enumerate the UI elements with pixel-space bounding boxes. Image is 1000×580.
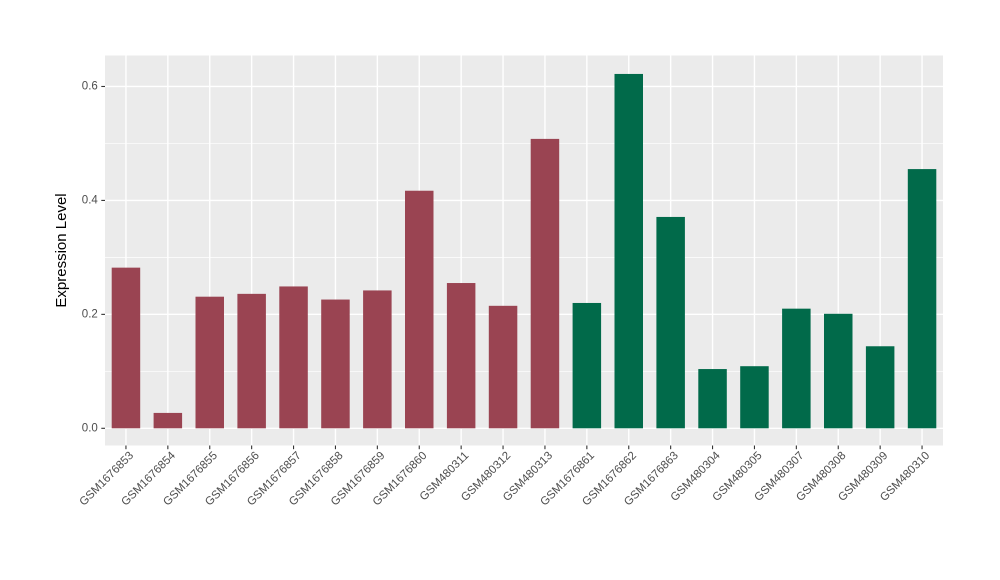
bar <box>824 313 853 429</box>
bar <box>656 216 685 429</box>
bar <box>907 169 937 429</box>
y-axis-title: Expression Level <box>53 193 70 307</box>
plot-panel <box>105 55 943 446</box>
y-tick-label: 0.2 <box>82 308 98 320</box>
bar <box>111 267 141 429</box>
bar <box>363 290 392 429</box>
bar <box>614 73 643 429</box>
bar <box>782 308 811 429</box>
bar <box>698 369 727 429</box>
bar <box>572 302 602 429</box>
bar <box>237 293 266 429</box>
bar <box>279 286 308 429</box>
bar <box>446 283 476 429</box>
bar <box>865 346 895 429</box>
y-tick-label: 0.6 <box>82 80 98 92</box>
bar <box>530 138 560 429</box>
panel-background <box>105 55 943 446</box>
bar <box>153 412 183 429</box>
bar <box>488 305 518 429</box>
bar <box>321 299 350 429</box>
bar <box>405 190 434 429</box>
bar <box>195 296 224 429</box>
bar <box>740 366 769 429</box>
axis-ticks <box>101 85 923 450</box>
bars <box>111 73 937 429</box>
y-tick-label: 0.0 <box>82 422 98 434</box>
y-tick-label: 0.4 <box>82 194 99 206</box>
